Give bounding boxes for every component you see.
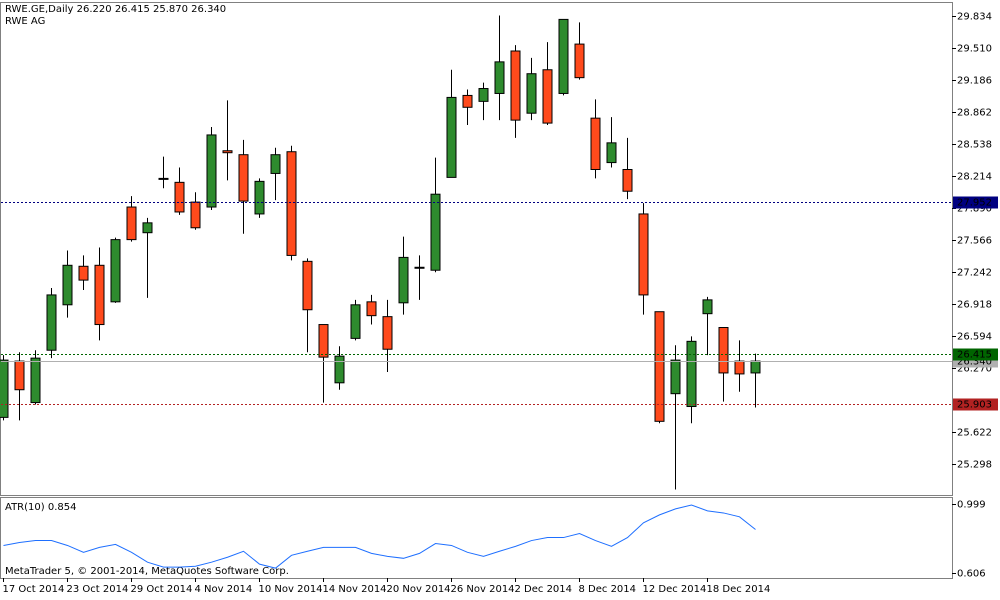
candle-body	[414, 266, 425, 269]
candle-body	[174, 181, 185, 213]
x-tick-label: 29 Oct 2014	[131, 584, 193, 595]
candle-body	[478, 88, 489, 102]
candle-body	[734, 360, 745, 375]
candle-body	[142, 222, 153, 234]
candle-body	[158, 177, 169, 180]
watermark: MetaTrader 5, © 2001-2014, MetaQuotes So…	[5, 566, 289, 577]
candle-body	[462, 94, 473, 108]
atr-line	[3, 504, 756, 569]
candle-body	[286, 151, 297, 256]
candle-body	[622, 169, 633, 192]
candle-body	[750, 360, 761, 374]
chart-subtitle: RWE AG	[5, 16, 45, 27]
level-tag	[953, 196, 998, 209]
candle-body	[542, 69, 553, 124]
y-tick-label: 25.298	[957, 460, 992, 471]
candle-body	[350, 304, 361, 339]
candle-body	[382, 316, 393, 350]
candle-body	[318, 324, 329, 358]
candle-body	[0, 359, 9, 418]
y-tick-label: 28.862	[957, 108, 992, 119]
y-tick-label: 25.622	[957, 428, 992, 439]
candle-body	[206, 134, 217, 208]
x-tick-label: 17 Oct 2014	[3, 584, 65, 595]
x-tick-label: 14 Nov 2014	[323, 584, 387, 595]
candle-body	[334, 355, 345, 384]
candle-body	[590, 117, 601, 171]
candle-body	[558, 18, 569, 94]
y-tick-label: 26.918	[957, 300, 992, 311]
candle-body	[110, 239, 121, 303]
y-tick-label: 27.890	[957, 204, 992, 215]
x-tick-label: 2 Dec 2014	[515, 584, 573, 595]
candle-body	[254, 180, 265, 215]
indicator-panel	[0, 497, 953, 579]
candle-body	[638, 213, 649, 296]
y-tick-label: 27.566	[957, 236, 992, 247]
candle-body	[670, 359, 681, 395]
candle-body	[526, 73, 537, 114]
x-tick-label: 18 Dec 2014	[707, 584, 771, 595]
level-label: 27.952	[957, 198, 992, 209]
y-tick-label: 29.834	[957, 12, 992, 23]
y-tick-label: 26.270	[957, 364, 992, 375]
y-tick-label: 27.242	[957, 268, 992, 279]
y-tick-label: 26.594	[957, 332, 992, 343]
y-tick-label: 28.214	[957, 172, 992, 183]
x-tick-label: 4 Nov 2014	[195, 584, 253, 595]
candle-body	[398, 256, 409, 304]
y-tick-label: 0.606	[957, 569, 986, 580]
candle-body	[494, 61, 505, 94]
indicator-title: ATR(10) 0.854	[5, 502, 76, 513]
x-tick-label: 8 Dec 2014	[579, 584, 637, 595]
candle-body	[78, 265, 89, 281]
candle-body	[430, 193, 441, 271]
candle-body	[222, 150, 233, 154]
x-tick-label: 12 Dec 2014	[643, 584, 707, 595]
candle-body	[718, 327, 729, 374]
candle-body	[14, 360, 25, 391]
chart-title: RWE.GE,Daily 26.220 26.415 25.870 26.340	[5, 4, 226, 15]
candle-body	[270, 154, 281, 174]
candle-body	[30, 357, 41, 404]
candle-body	[126, 206, 137, 241]
y-tick-label: 0.999	[957, 500, 986, 511]
candle-body	[574, 43, 585, 79]
candle-body	[46, 294, 57, 351]
y-tick-label: 29.186	[957, 76, 992, 87]
level-label: 26.340	[957, 357, 992, 368]
main-panel	[0, 2, 953, 496]
x-tick-label: 10 Nov 2014	[259, 584, 323, 595]
candle-body	[94, 264, 105, 326]
level-label: 25.903	[957, 400, 992, 411]
level-label: 26.415	[957, 350, 992, 361]
candle-body	[446, 96, 457, 178]
x-tick-label: 23 Oct 2014	[67, 584, 129, 595]
level-tag	[953, 398, 998, 411]
y-tick-label: 28.538	[957, 140, 992, 151]
candle-body	[654, 311, 665, 422]
candle-body	[238, 154, 249, 202]
candle-body	[302, 260, 313, 311]
candle-body	[62, 264, 73, 306]
x-tick-label: 26 Nov 2014	[451, 584, 515, 595]
candle-body	[366, 301, 377, 317]
level-tag	[953, 348, 998, 361]
candle-body	[190, 201, 201, 229]
candle-body	[702, 299, 713, 315]
candle-body	[686, 340, 697, 408]
candle-body	[606, 142, 617, 164]
x-tick-label: 20 Nov 2014	[387, 584, 451, 595]
candle-body	[510, 50, 521, 121]
y-tick-label: 29.510	[957, 44, 992, 55]
